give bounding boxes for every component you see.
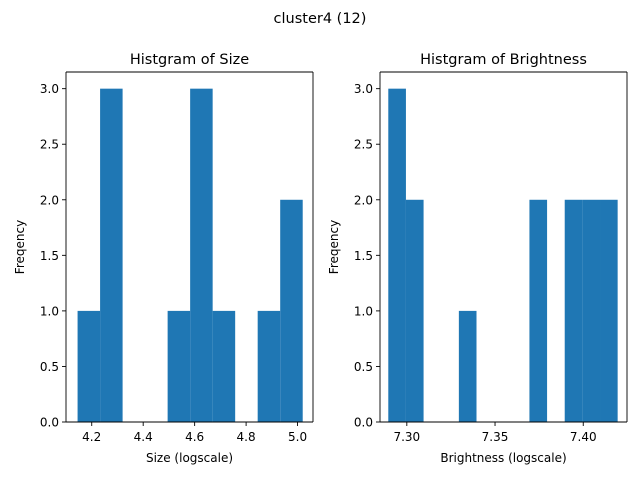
brightness-y-tick-label: 0.5 <box>354 360 373 374</box>
size-y-axis-label: Freqency <box>13 220 27 274</box>
brightness-y-tick-label: 2.0 <box>354 193 373 207</box>
size-x-tick-label: 4.4 <box>134 430 153 444</box>
brightness-histogram-bar <box>405 199 424 422</box>
size-chart-title: Histgram of Size <box>130 52 249 68</box>
brightness-y-tick-label: 1.5 <box>354 249 373 263</box>
brightness-histogram-bar <box>600 199 618 422</box>
size-y-tick-label: 0.0 <box>40 416 59 430</box>
size-histogram-panel: 4.2 4.4 4.6 4.8 5.0 0.0 0.5 1.0 1.5 2.0 2.5 3.0 Hist… <box>13 52 314 465</box>
brightness-x-tick-label: 7.35 <box>482 430 509 444</box>
size-x-tick-label: 5.0 <box>288 430 307 444</box>
size-histogram-bar <box>257 310 281 422</box>
brightness-x-tick-label: 7.40 <box>570 430 597 444</box>
brightness-y-tick-label: 2.5 <box>354 138 373 152</box>
size-y-tick-label: 0.5 <box>40 360 59 374</box>
brightness-y-tick-label: 3.0 <box>354 82 373 96</box>
brightness-y-tick-label: 1.0 <box>354 304 373 318</box>
size-x-tick-label: 4.8 <box>237 430 256 444</box>
size-x-axis-label: Size (logscale) <box>146 451 233 465</box>
size-x-tick-label: 4.2 <box>82 430 101 444</box>
brightness-histogram-bar <box>529 199 548 422</box>
brightness-histogram-bar <box>458 310 477 422</box>
brightness-y-tick-label: 0.0 <box>354 416 373 430</box>
brightness-histogram-panel: 7.30 7.35 7.40 0.0 0.5 1.0 1.5 2.0 2.5 3.0 Histgra… <box>327 52 628 465</box>
brightness-histogram-bar <box>582 199 601 422</box>
size-x-tick-label: 4.6 <box>185 430 204 444</box>
figure-suptitle: cluster4 (12) <box>274 11 367 27</box>
size-histogram-bar <box>280 199 303 422</box>
size-y-tick-label: 2.5 <box>40 138 59 152</box>
size-y-tick-label: 1.5 <box>40 249 59 263</box>
size-histogram-bar <box>190 88 213 423</box>
brightness-chart-title: Histgram of Brightness <box>420 52 587 68</box>
size-y-tick-label: 1.0 <box>40 304 59 318</box>
size-y-tick-label: 2.0 <box>40 193 59 207</box>
size-histogram-bar <box>212 310 236 422</box>
brightness-x-tick-label: 7.30 <box>393 430 420 444</box>
brightness-histogram-bar <box>388 88 406 423</box>
size-y-tick-label: 3.0 <box>40 82 59 96</box>
brightness-histogram-bar <box>564 199 583 422</box>
size-histogram-bar <box>167 310 191 422</box>
brightness-x-axis-label: Brightness (logscale) <box>440 451 566 465</box>
size-histogram-bar <box>77 310 101 422</box>
brightness-y-axis-label: Freqency <box>327 220 341 274</box>
size-histogram-bar <box>100 88 123 423</box>
